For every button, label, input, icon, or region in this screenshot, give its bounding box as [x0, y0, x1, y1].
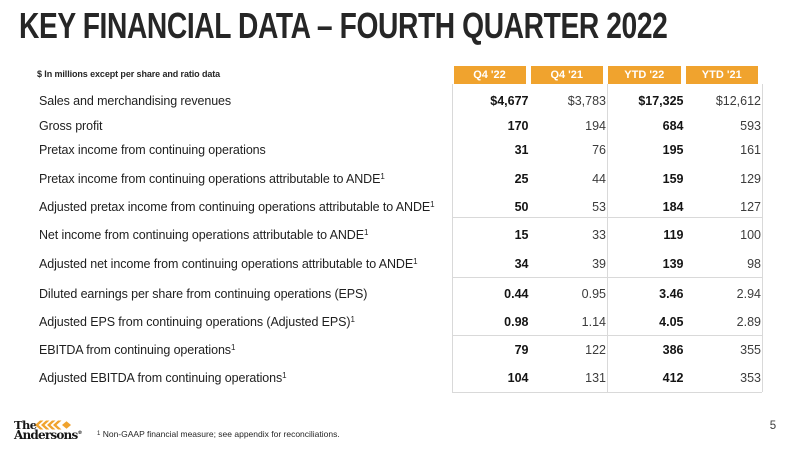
- cell-value: 386: [662, 343, 684, 357]
- table-row: Pretax income from continuing operations…: [0, 169, 800, 189]
- column-header-q4-22: Q4 '22: [453, 66, 526, 84]
- cell-value: $12,612: [715, 94, 761, 108]
- row-label: Adjusted pretax income from continuing o…: [39, 199, 435, 214]
- cell-value: 44: [592, 171, 606, 186]
- table-vertical-gridline: [761, 84, 763, 392]
- table-row: Net income from continuing operations at…: [0, 225, 800, 245]
- table-horizontal-gridline: [452, 391, 762, 393]
- cell-value: $17,325: [638, 94, 684, 108]
- wheat-icon: [35, 420, 71, 430]
- cell-value: 34: [514, 257, 529, 271]
- cell-value: 684: [662, 118, 684, 133]
- cell-value: 98: [747, 257, 761, 271]
- slide-title: KEY FINANCIAL DATA – FOURTH QUARTER 2022: [19, 4, 668, 46]
- table-row: Sales and merchandising revenues $4,677 …: [0, 91, 800, 111]
- table-horizontal-gridline: [452, 335, 762, 336]
- table-vertical-gridline: [606, 84, 608, 392]
- cell-value: 33: [592, 227, 606, 242]
- cell-value: 50: [514, 199, 529, 214]
- cell-value: 119: [663, 227, 684, 242]
- table-horizontal-gridline: [452, 277, 762, 278]
- logo-text-andersons: Andersons®: [14, 427, 83, 442]
- cell-value: 79: [514, 343, 529, 357]
- cell-value: 4.05: [659, 314, 684, 329]
- column-header-q4-21: Q4 '21: [530, 66, 603, 84]
- table-units-note: $ In millions except per share and ratio…: [37, 69, 221, 79]
- cell-value: 1.14: [581, 314, 606, 329]
- cell-value: 139: [662, 257, 684, 271]
- cell-value: 39: [592, 257, 606, 271]
- table-row: EBITDA from continuing operations1 79 12…: [0, 340, 800, 360]
- cell-value: 127: [740, 199, 761, 214]
- row-label: Adjusted EBITDA from continuing operatio…: [39, 371, 287, 385]
- cell-value: 412: [662, 371, 684, 385]
- cell-value: 100: [740, 227, 761, 242]
- row-label: Diluted earnings per share from continui…: [39, 286, 368, 301]
- table-row: Diluted earnings per share from continui…: [0, 284, 800, 304]
- cell-value: $4,677: [490, 94, 529, 108]
- cell-value: 129: [740, 171, 761, 186]
- cell-value: 0.44: [504, 286, 529, 301]
- cell-value: 131: [585, 371, 606, 385]
- page-number: 5: [769, 420, 777, 432]
- cell-value: 31: [514, 143, 529, 157]
- column-header-ytd-21: YTD '21: [685, 66, 758, 84]
- registered-mark: ®: [77, 429, 83, 436]
- cell-value: $3,783: [567, 94, 606, 108]
- column-header-ytd-22: YTD '22: [608, 66, 681, 84]
- cell-value: 3.46: [659, 286, 684, 301]
- row-label: EBITDA from continuing operations1: [39, 343, 236, 357]
- cell-value: 161: [740, 143, 761, 157]
- row-label: Adjusted net income from continuing oper…: [39, 257, 418, 271]
- cell-value: 170: [507, 118, 529, 133]
- cell-value: 353: [740, 371, 761, 385]
- cell-value: 76: [592, 143, 606, 157]
- footnote: 1 Non-GAAP financial measure; see append…: [97, 429, 340, 439]
- table-row: Gross profit 170 194 684 593: [0, 116, 800, 136]
- row-label: Pretax income from continuing operations…: [39, 171, 385, 186]
- cell-value: 25: [514, 171, 529, 186]
- table-row: Adjusted net income from continuing oper…: [0, 254, 800, 274]
- cell-value: 2.89: [736, 314, 761, 329]
- row-label: Pretax income from continuing operations: [39, 143, 266, 157]
- cell-value: 159: [662, 171, 684, 186]
- cell-value: 194: [585, 118, 606, 133]
- cell-value: 0.98: [504, 314, 529, 329]
- cell-value: 0.95: [581, 286, 606, 301]
- cell-value: 2.94: [736, 286, 761, 301]
- row-label: Net income from continuing operations at…: [39, 227, 369, 242]
- table-row: Adjusted EPS from continuing operations …: [0, 312, 800, 332]
- table-horizontal-gridline: [452, 216, 762, 218]
- cell-value: 355: [740, 343, 761, 357]
- row-label: Sales and merchandising revenues: [39, 94, 232, 108]
- row-label: Gross profit: [39, 118, 103, 133]
- table-vertical-gridline: [452, 84, 453, 392]
- cell-value: 15: [514, 227, 529, 242]
- cell-value: 53: [592, 199, 606, 214]
- table-row: Adjusted pretax income from continuing o…: [0, 197, 800, 217]
- cell-value: 104: [507, 371, 529, 385]
- row-label: Adjusted EPS from continuing operations …: [39, 314, 355, 329]
- table-row: Pretax income from continuing operations…: [0, 140, 800, 160]
- table-row: Adjusted EBITDA from continuing operatio…: [0, 368, 800, 388]
- cell-value: 122: [585, 343, 606, 357]
- cell-value: 195: [662, 143, 684, 157]
- logo-text-the: The: [14, 418, 37, 432]
- andersons-logo: The Andersons®: [14, 417, 84, 443]
- cell-value: 184: [662, 199, 684, 214]
- cell-value: 593: [740, 118, 761, 133]
